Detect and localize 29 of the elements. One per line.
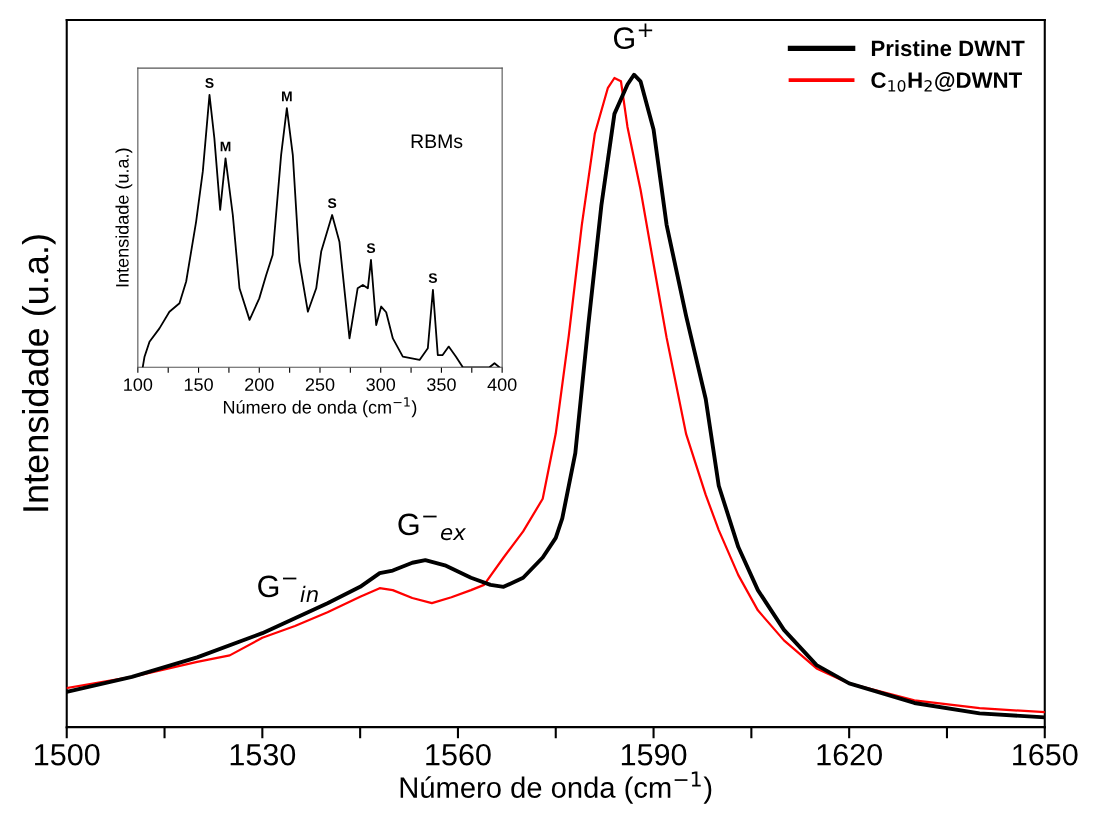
- legend-label: C$_{10}$H$_{2}$@DWNT: [871, 72, 1022, 92]
- x-tick-label: 100: [124, 378, 153, 391]
- annotation: G$^{−}$$_{ex}$: [398, 513, 466, 541]
- annotation: S: [428, 273, 438, 284]
- x-tick-label: 1650: [1013, 743, 1078, 766]
- annotation: RBMs: [411, 134, 463, 149]
- x-tick-label: 250: [305, 378, 335, 391]
- x-tick-label: 350: [427, 378, 456, 391]
- x-axis-title: Número de onda (cm$^{−1}$): [223, 397, 417, 418]
- annotation: M: [220, 141, 231, 152]
- annotation: M: [281, 91, 292, 102]
- x-tick-label: 200: [245, 378, 274, 391]
- y-axis-title: Intensidade (u.a.): [21, 235, 56, 511]
- annotation: S: [205, 78, 214, 88]
- x-tick-label: 150: [184, 378, 213, 391]
- annotation: G$^{+}$: [613, 23, 653, 50]
- x-tick-label: 300: [366, 378, 396, 391]
- annotation: G$^{−}$$_{in}$: [258, 575, 318, 602]
- x-tick-label: 1590: [621, 743, 687, 766]
- x-tick-label: 400: [487, 378, 517, 391]
- annotation: S: [327, 198, 337, 209]
- annotation: S: [366, 243, 376, 254]
- legend-label: Pristine DWNT: [871, 39, 1025, 57]
- y-axis-title: Intensidade (u.a.): [115, 148, 133, 287]
- x-tick-label: 1560: [426, 743, 491, 766]
- x-tick-label: 1620: [817, 743, 882, 766]
- x-tick-label: 1530: [230, 743, 296, 766]
- x-tick-label: 1500: [35, 743, 100, 766]
- x-axis-title: Número de onda (cm$^{−1}$): [400, 771, 712, 804]
